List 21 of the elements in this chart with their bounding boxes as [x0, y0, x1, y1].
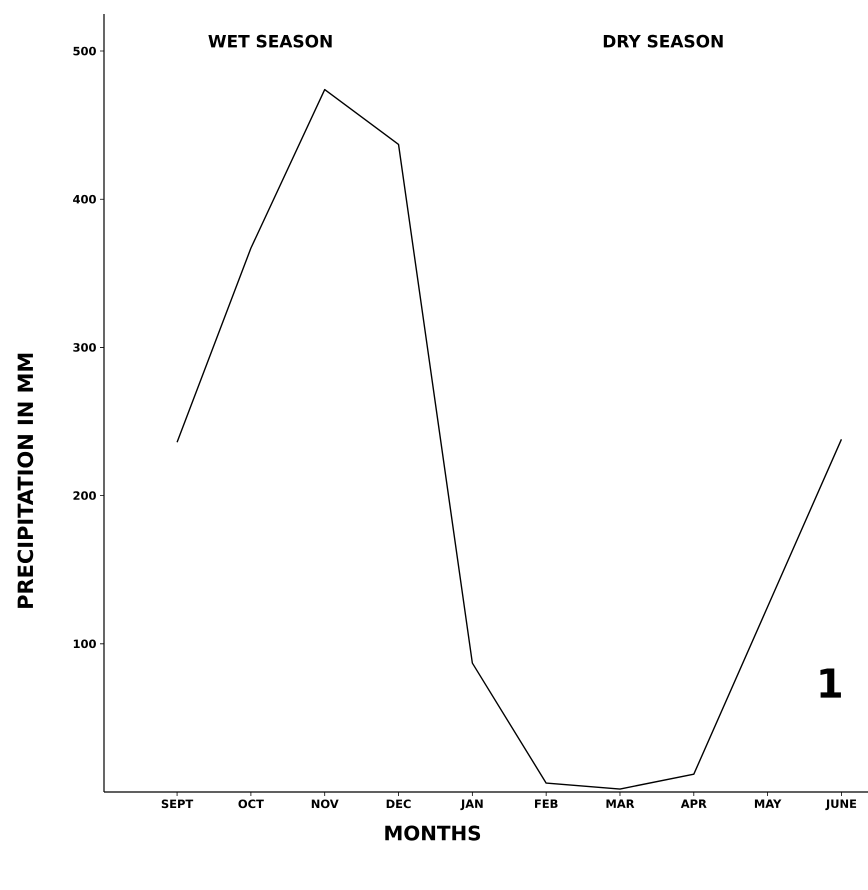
- x-tick-label: JUNE: [825, 800, 856, 810]
- annotation: WET SEASON: [208, 34, 332, 48]
- y-axis-title: PRECIPITATION IN MM: [17, 354, 34, 608]
- y-tick-label: 300: [73, 343, 96, 352]
- y-tick-label: 200: [73, 491, 96, 500]
- y-tick-label: 500: [73, 46, 96, 56]
- x-tick-label: DEC: [386, 800, 411, 808]
- x-tick-label: SEPT: [162, 800, 194, 808]
- x-tick-label: FEB: [535, 800, 558, 808]
- x-tick-label: JAN: [460, 800, 483, 810]
- y-tick-label: 100: [74, 639, 96, 648]
- x-tick-label: OCT: [238, 800, 264, 808]
- annotation: 1: [820, 668, 841, 698]
- x-tick-label: NOV: [312, 800, 339, 808]
- annotation: DRY SEASON: [604, 34, 723, 48]
- line-series: [176, 88, 842, 790]
- x-tick-label: MAY: [754, 800, 782, 808]
- x-tick-label: MAR: [606, 800, 634, 808]
- x-axis-title: MONTHS: [385, 826, 480, 841]
- y-tick-label: 400: [73, 194, 96, 204]
- x-tick-label: APR: [680, 800, 707, 808]
